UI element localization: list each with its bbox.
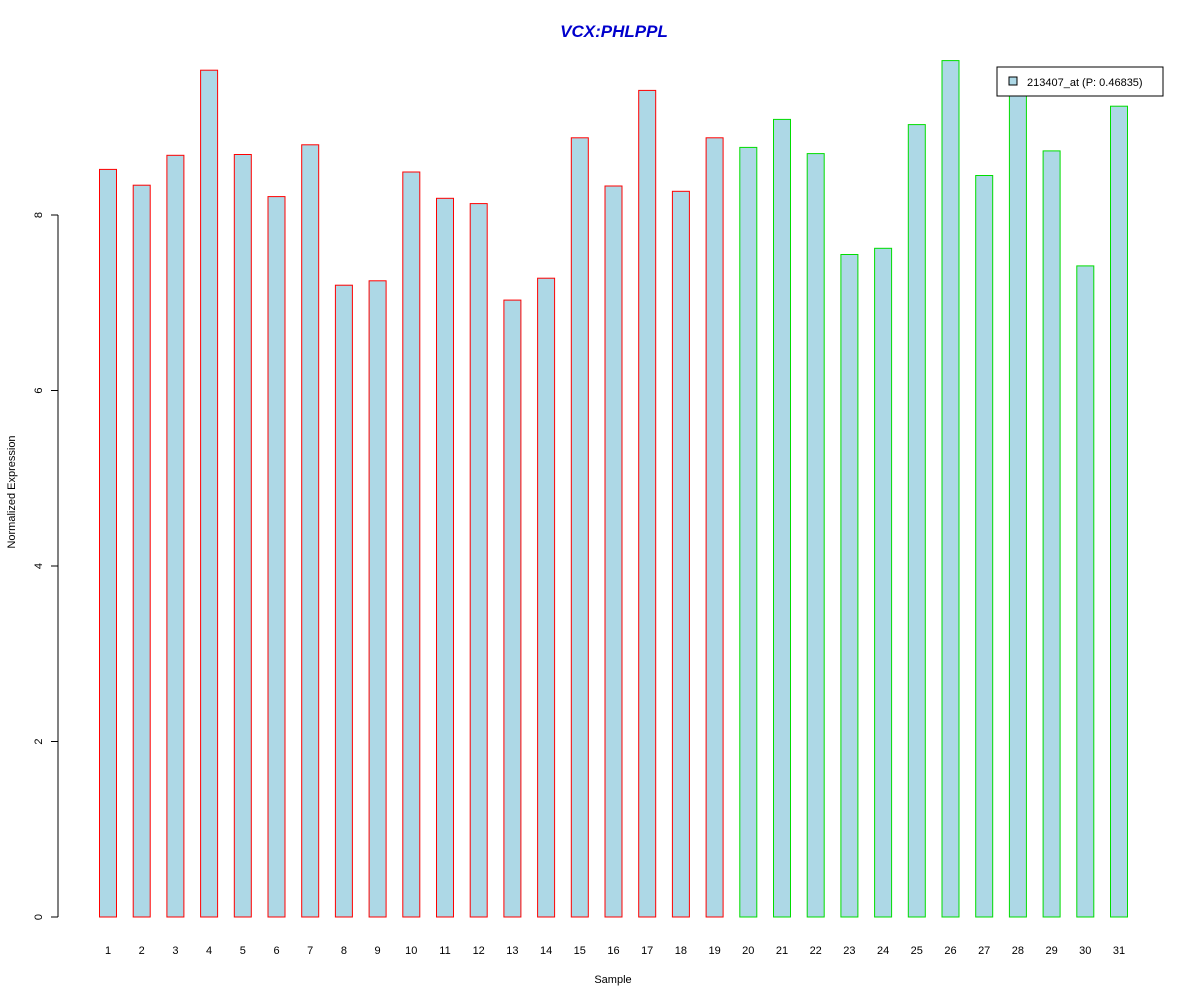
bars-group <box>99 60 1128 918</box>
x-tick-label-1: 1 <box>105 945 111 957</box>
x-tick-label-5: 5 <box>240 945 246 957</box>
legend-box <box>996 66 1164 97</box>
bar-sample-4 <box>200 69 219 918</box>
bar-sample-12 <box>469 203 488 918</box>
x-tick-label-31: 31 <box>1113 945 1125 957</box>
x-tick-label-20: 20 <box>742 945 754 957</box>
bar-sample-10 <box>402 171 421 918</box>
x-tick-label-26: 26 <box>944 945 956 957</box>
legend-label: 213407_at (P: 0.46835) <box>1027 77 1143 89</box>
bar-sample-26 <box>941 60 960 918</box>
x-tick-label-23: 23 <box>843 945 855 957</box>
y-tick-label: 8 <box>33 212 45 218</box>
x-tick-label-12: 12 <box>473 945 485 957</box>
x-axis-label: Sample <box>594 974 631 986</box>
bar-sample-2 <box>132 184 151 918</box>
x-tick-label-27: 27 <box>978 945 990 957</box>
bar-sample-5 <box>233 154 252 918</box>
bar-sample-1 <box>99 168 117 918</box>
bar-sample-16 <box>604 185 623 918</box>
x-tick-label-4: 4 <box>206 945 212 957</box>
x-tick-label-17: 17 <box>641 945 653 957</box>
bar-sample-20 <box>739 146 758 918</box>
x-tick-label-15: 15 <box>574 945 586 957</box>
bar-sample-30 <box>1076 265 1095 918</box>
x-tick-label-21: 21 <box>776 945 788 957</box>
legend: 213407_at (P: 0.46835) <box>996 66 1164 97</box>
x-tick-label-30: 30 <box>1079 945 1091 957</box>
bar-sample-7 <box>301 144 320 918</box>
bar-sample-15 <box>570 137 589 918</box>
bar-sample-29 <box>1042 150 1061 918</box>
bar-sample-11 <box>436 197 454 918</box>
x-tick-label-6: 6 <box>273 945 279 957</box>
bar-sample-31 <box>1110 105 1128 918</box>
bar-sample-23 <box>840 254 859 918</box>
x-tick-label-28: 28 <box>1012 945 1024 957</box>
bar-sample-19 <box>705 137 724 918</box>
bar-sample-3 <box>166 154 185 918</box>
x-tick-label-9: 9 <box>375 945 381 957</box>
x-tick-label-18: 18 <box>675 945 687 957</box>
bar-sample-27 <box>975 175 994 918</box>
x-tick-label-14: 14 <box>540 945 552 957</box>
x-tick-label-13: 13 <box>506 945 518 957</box>
bar-sample-22 <box>806 153 825 918</box>
x-tick-label-3: 3 <box>172 945 178 957</box>
x-tick-label-19: 19 <box>708 945 720 957</box>
bar-sample-6 <box>267 196 286 918</box>
y-axis: 0 2 4 6 8 <box>33 212 59 920</box>
x-tick-label-16: 16 <box>607 945 619 957</box>
x-tick-label-10: 10 <box>405 945 417 957</box>
bar-sample-8 <box>334 284 353 918</box>
bar-sample-21 <box>773 118 791 918</box>
x-tick-label-29: 29 <box>1045 945 1057 957</box>
x-tick-label-25: 25 <box>911 945 923 957</box>
x-tick-labels: 1 2 3 4 5 6 7 8 9 10 11 12 13 14 15 16 17 18 19 20 21 22 23 24 2… <box>105 945 1125 957</box>
bar-sample-25 <box>907 124 926 918</box>
bar-sample-14 <box>537 277 556 918</box>
y-tick-label: 2 <box>33 738 45 744</box>
legend-swatch <box>1008 76 1018 86</box>
x-tick-label-8: 8 <box>341 945 347 957</box>
x-tick-label-2: 2 <box>139 945 145 957</box>
chart-title: VCX:PHLPPL <box>560 22 668 41</box>
x-tick-label-22: 22 <box>810 945 822 957</box>
x-tick-label-24: 24 <box>877 945 889 957</box>
x-tick-label-11: 11 <box>439 945 450 957</box>
bar-sample-28 <box>1008 87 1027 918</box>
x-tick-label-7: 7 <box>307 945 313 957</box>
bar-sample-24 <box>874 247 893 918</box>
y-tick-label: 0 <box>33 914 45 920</box>
y-tick-label: 4 <box>33 563 45 569</box>
bar-sample-13 <box>503 299 522 918</box>
y-tick-label: 6 <box>33 387 45 393</box>
bar-sample-9 <box>368 280 387 918</box>
y-axis-label: Normalized Expression <box>6 435 18 548</box>
bar-sample-18 <box>671 190 690 918</box>
bar-sample-17 <box>638 89 657 918</box>
